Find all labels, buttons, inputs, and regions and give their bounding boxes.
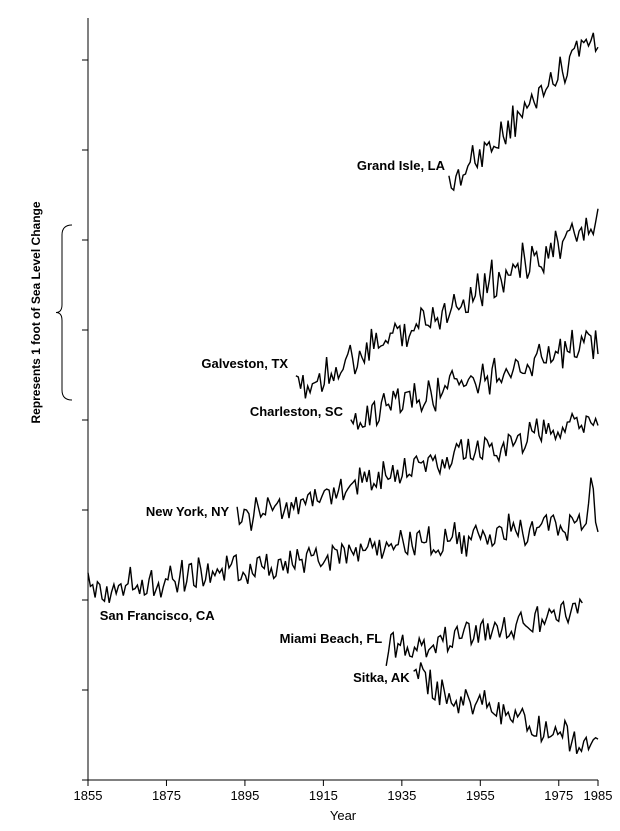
series-label: Galveston, TX: [201, 356, 288, 371]
series-label: San Francisco, CA: [100, 608, 215, 623]
series-label: New York, NY: [146, 504, 230, 519]
x-axis-label: Year: [330, 808, 357, 823]
x-tick-label: 1855: [74, 788, 103, 803]
series-label: Sitka, AK: [353, 670, 410, 685]
x-tick-label: 1935: [387, 788, 416, 803]
series-line: [386, 599, 582, 666]
chart-svg: 1855 1875 1895 1915 1935 1955 1975 1985 Year Repr…: [0, 0, 620, 831]
series-line: [351, 330, 598, 429]
x-tick-label: 1955: [466, 788, 495, 803]
y-axis-label: Represents 1 foot of Sea Level Change: [29, 201, 43, 423]
series-line: [414, 663, 598, 754]
series-label: Charleston, SC: [250, 404, 344, 419]
series-line: [296, 209, 598, 399]
x-tick-label: 1975: [544, 788, 573, 803]
x-tick-label: 1985: [584, 788, 613, 803]
x-tick-label: 1875: [152, 788, 181, 803]
x-tick-label: 1915: [309, 788, 338, 803]
series-line: [449, 33, 598, 190]
series-line: [237, 414, 598, 531]
x-tick-label: 1895: [230, 788, 259, 803]
sea-level-chart: 1855 1875 1895 1915 1935 1955 1975 1985 Year Repr…: [0, 0, 620, 831]
scale-bracket: [56, 225, 72, 400]
series-label: Miami Beach, FL: [280, 631, 383, 646]
series-label: Grand Isle, LA: [357, 158, 446, 173]
